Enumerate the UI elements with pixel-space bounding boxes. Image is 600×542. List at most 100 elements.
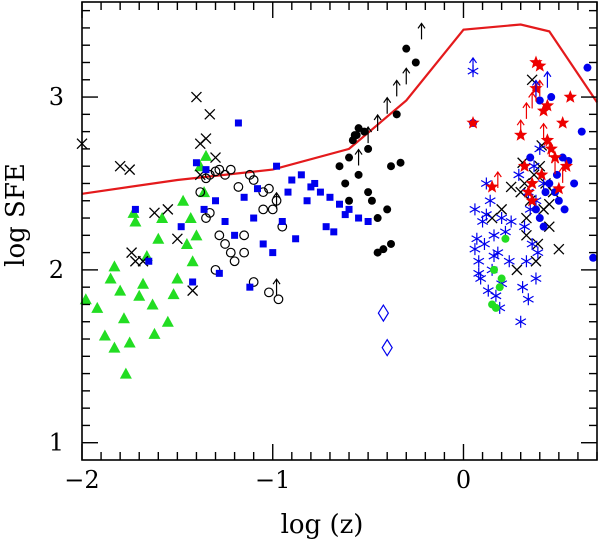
circle-point xyxy=(547,93,556,102)
open-circle-point xyxy=(214,230,225,241)
open-circle-point xyxy=(273,294,284,305)
open-circle-point xyxy=(220,239,230,249)
open-circle-point xyxy=(267,204,278,215)
square-point xyxy=(288,176,296,184)
x-tick-label: −2 xyxy=(64,466,99,494)
circle-point xyxy=(541,188,550,197)
arrow-point xyxy=(383,96,392,114)
square-point xyxy=(240,193,248,201)
star-point xyxy=(559,159,574,172)
circle-point xyxy=(411,58,420,67)
star-point xyxy=(556,116,570,129)
star-point xyxy=(517,159,532,172)
open-circle-point xyxy=(239,230,250,241)
square-point xyxy=(259,240,267,248)
open-circle-point xyxy=(233,182,244,192)
star-point xyxy=(552,181,566,195)
circle-point xyxy=(583,63,592,72)
square-point xyxy=(246,283,254,291)
square-point xyxy=(322,223,330,231)
triangle-point xyxy=(108,341,121,353)
cross-point xyxy=(553,243,565,255)
square-point xyxy=(341,211,349,219)
arrow-point xyxy=(531,79,540,97)
square-point xyxy=(145,257,153,265)
arrow-point xyxy=(373,113,382,131)
cross-point xyxy=(200,133,212,144)
cross-point xyxy=(505,181,517,193)
asterisk-point xyxy=(473,267,485,280)
circle-point xyxy=(392,110,401,119)
circle-point xyxy=(341,179,350,188)
square-point xyxy=(177,223,185,231)
triangle-point xyxy=(186,255,199,267)
square-point xyxy=(212,197,220,205)
asterisk-point xyxy=(534,142,546,155)
triangle-point xyxy=(129,215,142,227)
circle-point xyxy=(396,158,405,167)
arrow-point xyxy=(516,119,525,137)
asterisk-point xyxy=(473,255,485,268)
cross-point xyxy=(532,238,544,250)
triangle-point xyxy=(167,288,180,300)
arrow-point xyxy=(272,191,281,209)
circle-point xyxy=(545,179,554,188)
asterisk-point xyxy=(469,243,481,256)
arrow-point xyxy=(402,67,411,85)
arrow-point xyxy=(272,278,281,296)
arrow-point xyxy=(469,56,478,74)
arrow-point xyxy=(535,79,544,97)
cross-point xyxy=(496,203,508,215)
cross-point xyxy=(543,221,555,233)
square-point xyxy=(221,217,229,225)
asterisk-point xyxy=(496,212,508,225)
square-point xyxy=(131,205,139,213)
circle-point xyxy=(367,196,376,205)
circle-point xyxy=(490,265,498,274)
circle-point xyxy=(345,196,354,205)
cross-point xyxy=(162,203,174,215)
star-point xyxy=(535,167,549,181)
star-point xyxy=(521,185,535,198)
open-circle-point xyxy=(225,164,236,175)
circle-point xyxy=(335,162,344,171)
asterisk-point xyxy=(519,220,531,233)
triangle-point xyxy=(119,367,132,379)
square-point xyxy=(364,217,372,225)
cross-point xyxy=(171,233,183,245)
open-circle-point xyxy=(248,277,259,287)
open-circle-point xyxy=(264,287,274,298)
triangle-point xyxy=(133,289,146,301)
star-point xyxy=(485,179,499,193)
star-point xyxy=(540,98,555,112)
circle-point xyxy=(535,214,544,223)
star-point xyxy=(466,116,480,129)
cross-point xyxy=(530,255,542,267)
asterisk-point xyxy=(482,284,494,297)
circle-point xyxy=(364,188,373,197)
asterisk-point xyxy=(515,315,527,328)
triangle-point xyxy=(199,149,212,161)
square-point xyxy=(273,162,281,170)
plot-frame xyxy=(81,1,598,461)
asterisk-point xyxy=(532,246,544,259)
asterisk-point xyxy=(517,281,529,294)
cross-point xyxy=(534,160,546,172)
asterisk-point xyxy=(490,289,502,302)
square-point xyxy=(234,119,242,127)
circle-point xyxy=(350,131,359,140)
y-tick-label: 3 xyxy=(49,83,64,111)
square-point xyxy=(200,205,208,213)
triangle-point xyxy=(108,260,121,272)
square-point xyxy=(231,231,239,239)
square-point xyxy=(202,166,210,174)
square-point xyxy=(330,228,338,236)
asterisk-point xyxy=(522,293,534,306)
circle-point xyxy=(364,144,373,153)
asterisk-point xyxy=(488,229,500,242)
open-circle-point xyxy=(229,256,240,267)
cross-point xyxy=(543,198,555,210)
triangle-point xyxy=(91,301,104,313)
circle-point xyxy=(526,153,535,162)
